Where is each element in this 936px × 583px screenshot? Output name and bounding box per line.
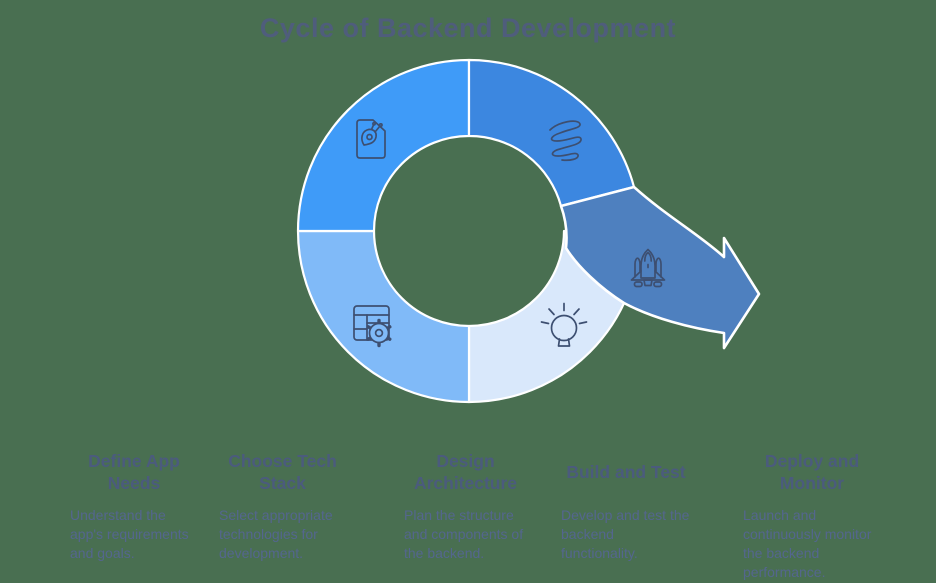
step-description: Plan the structure and components of the… [404,507,524,562]
step-heading: Build and Test [566,461,686,482]
step-heading: Design Architecture [413,450,518,493]
step-heading: Deploy and Monitor [764,450,860,493]
pen-document-icon [356,119,386,159]
step-build-and-test: Build and Test Develop and test the back… [561,446,691,563]
spring-icon [549,120,582,162]
lightbulb-icon [540,302,588,347]
segment-bottom-left [296,229,471,404]
page-title: Cycle of Backend Development [259,13,677,43]
segment-arrow [559,185,761,350]
segment-top-left [296,58,471,233]
step-define-app-needs: Define App Needs Understand the app's re… [70,446,198,563]
step-choose-tech-stack: Choose Tech Stack Select appropriate tec… [219,446,346,563]
segment-top-right [467,58,636,208]
step-design-architecture: Design Architecture Plan the structure a… [404,446,527,563]
step-description: Launch and continuously monitor the back… [743,507,872,581]
step-description: Understand the app's requirements and go… [70,507,189,562]
step-heading: Choose Tech Stack [228,450,337,493]
step-description: Select appropriate technologies for deve… [219,507,333,562]
rocket-icon [630,248,666,288]
step-deploy-and-monitor: Deploy and Monitor Launch and continuous… [743,446,881,582]
step-heading: Define App Needs [88,450,180,493]
table-gear-icon [353,305,392,348]
step-description: Develop and test the backend functionali… [561,507,690,562]
